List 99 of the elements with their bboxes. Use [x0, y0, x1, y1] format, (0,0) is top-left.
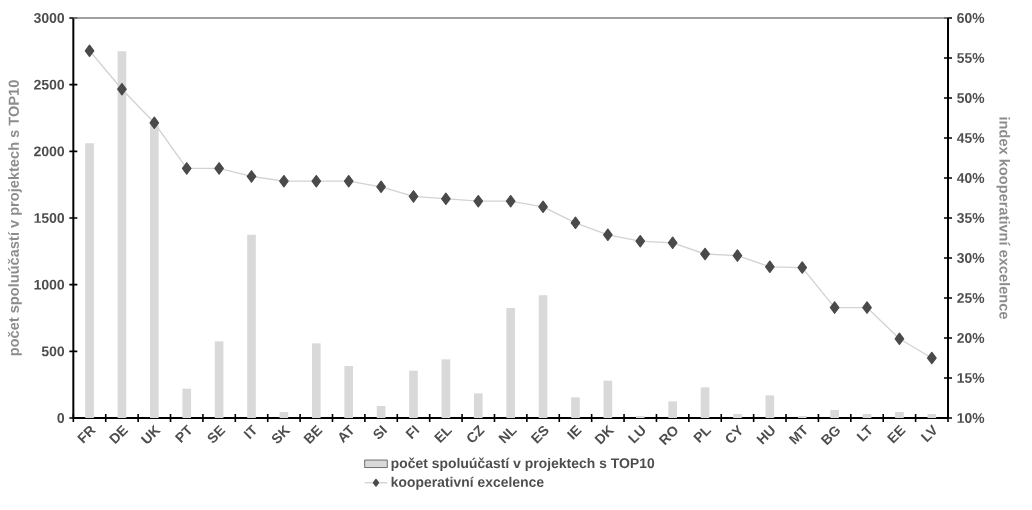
y2-tick-label: 60%: [957, 13, 985, 23]
y-axis-title: počet spoluúčastí v projektech s TOP10: [7, 80, 22, 356]
bar: [376, 406, 386, 418]
x-tick-label: AT: [339, 424, 354, 444]
x-tick-label: FR: [77, 425, 97, 444]
bar: [927, 414, 937, 418]
x-tick-label: EE: [886, 424, 906, 444]
point: [376, 180, 386, 194]
y2-tick-label: 35%: [957, 213, 985, 223]
bar: [441, 359, 451, 418]
bar: [473, 393, 483, 418]
point: [862, 301, 872, 314]
x-tick-label: LT: [856, 424, 872, 442]
x-tick-label: SI: [373, 425, 388, 439]
y2-tick-label: 25%: [957, 293, 985, 303]
bar: [668, 401, 677, 418]
point: [667, 236, 678, 250]
point: [570, 216, 581, 230]
x-tick-label: ES: [530, 425, 549, 444]
y-tick-label: 1500: [34, 213, 65, 223]
bar: [571, 397, 580, 418]
x-tick-label: RO: [658, 426, 678, 446]
bar: [506, 308, 516, 418]
y2-tick-label: 50%: [957, 93, 985, 103]
point: [84, 44, 95, 58]
y2-tick-label: 45%: [956, 133, 985, 143]
bar: [247, 234, 256, 418]
bar: [214, 341, 224, 418]
bar: [409, 370, 418, 418]
x-tick-label: PL: [693, 428, 712, 443]
point: [149, 116, 160, 130]
x-tick-label: NL: [498, 428, 518, 444]
point: [829, 301, 840, 314]
point: [279, 174, 289, 188]
bar: [830, 410, 839, 418]
x-tick-label: IE: [566, 424, 582, 440]
y-tick-label: 3000: [33, 13, 65, 23]
x-tick-label: CY: [725, 424, 742, 443]
y2-tick-label: 15%: [957, 373, 985, 383]
bar: [538, 295, 548, 418]
y2-tick-label: 55%: [957, 53, 985, 63]
point: [117, 82, 127, 96]
bar: [895, 412, 904, 418]
point: [505, 194, 516, 208]
x-tick-label: SE: [207, 424, 226, 443]
bar: [603, 380, 613, 418]
x-tick-label: DK: [594, 424, 615, 445]
x-tick-label: LU: [627, 424, 646, 444]
y2-tick-label: 20%: [957, 333, 985, 343]
bar: [733, 414, 742, 418]
x-tick-label: CZ: [467, 424, 485, 443]
point: [538, 200, 548, 214]
x-tick-label: IT: [243, 424, 256, 440]
x-tick-label: HU: [756, 424, 775, 445]
x-tick-label: PT: [174, 424, 192, 443]
point: [700, 247, 710, 261]
point: [311, 174, 322, 188]
x-tick-label: BE: [303, 424, 323, 445]
bar: [85, 143, 94, 418]
point: [181, 162, 192, 175]
y-tick-label: 2000: [34, 146, 65, 157]
x-tick-label: BG: [820, 426, 840, 446]
legend-label: kooperativní excelence: [391, 476, 544, 490]
y2-tick-label: 30%: [957, 253, 985, 263]
point: [246, 170, 257, 183]
bar: [311, 343, 321, 418]
bar: [182, 388, 192, 418]
point: [894, 332, 905, 346]
bar: [765, 395, 775, 418]
x-tick-label: LV: [920, 424, 937, 443]
bar: [279, 412, 289, 418]
y-tick-label: 1000: [34, 279, 65, 290]
point: [214, 162, 224, 175]
point: [635, 234, 646, 248]
point: [926, 351, 937, 365]
y-tick-label: 500: [41, 346, 65, 357]
legend-label: počet spoluúčastí v projektech s TOP10: [391, 457, 655, 471]
x-tick-label: DE: [108, 424, 129, 445]
point: [602, 228, 613, 242]
bar: [700, 387, 710, 418]
y2-tick-label: 40%: [956, 173, 985, 183]
point: [764, 260, 775, 274]
point: [441, 192, 451, 206]
y2-tick-label: 10%: [957, 413, 985, 423]
point: [473, 194, 484, 208]
point: [797, 261, 808, 274]
point: [408, 190, 419, 203]
y2-axis-title: index kooperativní excelence: [996, 117, 1011, 319]
x-tick-label: SK: [271, 424, 291, 444]
point: [732, 249, 743, 262]
y-tick-label: 0: [57, 413, 65, 423]
x-tick-label: UK: [140, 424, 161, 444]
bar: [862, 414, 872, 418]
x-tick-label: EL: [433, 428, 453, 443]
x-tick-label: FI: [405, 424, 420, 440]
x-tick-label: MT: [788, 424, 807, 445]
y-tick-label: 2500: [34, 79, 65, 90]
bar: [344, 366, 354, 418]
point: [343, 174, 354, 188]
